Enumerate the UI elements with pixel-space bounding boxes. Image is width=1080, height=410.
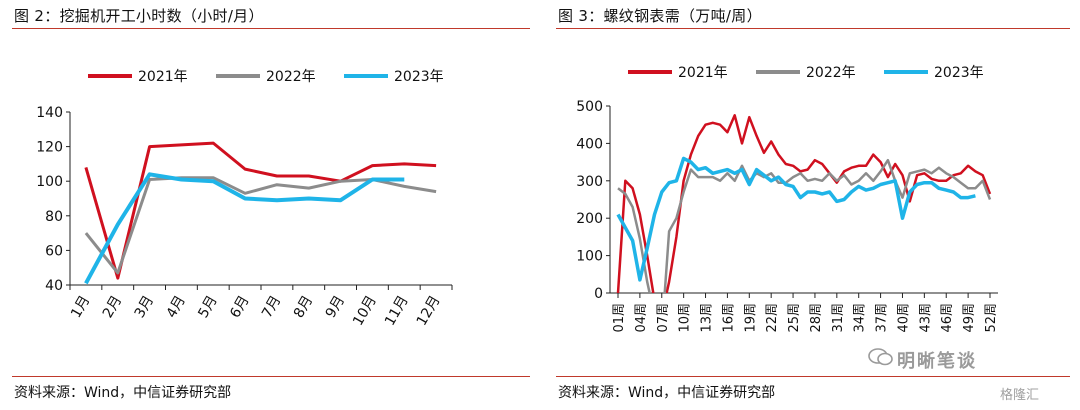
legend-label: 2023年	[394, 69, 444, 85]
x-tick-label: 46周	[940, 303, 955, 333]
legend-label: 2021年	[678, 65, 728, 81]
wechat-icon	[868, 348, 893, 366]
x-tick-label: 07周	[656, 303, 671, 333]
x-tick-label: 10月	[350, 293, 380, 329]
right-panel: 图 3：螺纹钢表需（万吨/周） 2021年 2022年 2023年 0 100 200 30…	[544, 0, 1080, 410]
x-tick-label: 9月	[323, 293, 348, 321]
x-tick-label: 10周	[678, 303, 693, 333]
series-line	[617, 158, 992, 293]
chart-title: 图 2：挖掘机开工小时数（小时/月）	[14, 7, 264, 25]
x-tick-label: 13周	[700, 303, 715, 333]
right-chart-svg: 2021年 2022年 2023年 0 100 200 300 400 500 01周 04周 07周…	[576, 65, 999, 333]
x-tick-label: 11月	[382, 293, 412, 329]
x-tick-label: 3月	[132, 293, 157, 321]
source-divider	[12, 376, 530, 377]
y-tick-label: 0	[594, 286, 603, 302]
left-panel: 图 2：挖掘机开工小时数（小时/月） 2021年 2022年 2023年 40 60 80…	[12, 7, 530, 401]
title-divider	[12, 28, 530, 29]
x-tick-label: 6月	[227, 293, 252, 321]
legend-label: 2023年	[934, 65, 984, 81]
x-tick-label: 2月	[100, 293, 125, 321]
series-group	[616, 114, 992, 293]
series-line	[616, 156, 976, 282]
y-tick-label: 400	[576, 136, 603, 152]
legend-label: 2021年	[138, 69, 188, 85]
x-tick-label: 31周	[831, 303, 846, 333]
left-chart-svg: 2021年 2022年 2023年 40 60 80 100 120 140 1月 2月 3月 4月 5月…	[36, 69, 453, 329]
series-line	[84, 141, 437, 280]
x-tick-label: 01周	[612, 303, 627, 333]
y-tick-label: 60	[45, 243, 63, 259]
x-tick-label: 40周	[896, 303, 911, 333]
y-tick-label: 200	[576, 211, 603, 227]
x-tick-label: 12月	[414, 293, 444, 329]
y-tick-label: 40	[45, 278, 63, 294]
x-tick-label: 28周	[809, 303, 824, 333]
source-divider	[556, 376, 1070, 377]
y-tick-label: 100	[576, 249, 603, 265]
x-tick-label: 37周	[875, 303, 890, 333]
y-tick-label: 120	[36, 140, 63, 156]
y-tick-label: 300	[576, 174, 603, 190]
x-tick-label: 04周	[634, 303, 649, 333]
series-line	[616, 114, 992, 293]
x-tick-label: 4月	[164, 293, 189, 321]
y-tick-label: 140	[36, 105, 63, 121]
x-tick-label: 34周	[853, 303, 868, 333]
x-tick-label: 25周	[787, 303, 802, 333]
watermark-brand: 明晰笔谈	[897, 351, 977, 372]
x-tick-label: 1月	[68, 293, 93, 321]
x-tick-label: 7月	[259, 293, 284, 321]
legend-label: 2022年	[806, 65, 856, 81]
chart-title: 图 3：螺纹钢表需（万吨/周）	[558, 7, 762, 25]
y-tick-label: 80	[45, 209, 63, 225]
x-tick-label: 52周	[984, 303, 999, 333]
x-tick-label: 5月	[195, 293, 220, 321]
x-tick-label: 19周	[743, 303, 758, 333]
legend-label: 2022年	[266, 69, 316, 85]
x-tick-label: 43周	[918, 303, 933, 333]
chart-source: 资料来源：Wind，中信证券研究部	[14, 385, 232, 401]
y-tick-label: 100	[36, 174, 63, 190]
series-line	[84, 172, 405, 285]
x-tick-label: 16周	[721, 303, 736, 333]
x-tick-label: 49周	[962, 303, 977, 333]
chart-source: 资料来源：Wind，中信证券研究部	[558, 385, 776, 401]
y-tick-label: 500	[576, 99, 603, 115]
title-divider	[556, 28, 1070, 29]
x-tick-label: 22周	[765, 303, 780, 333]
watermark-sub: 格隆汇	[1000, 388, 1040, 403]
x-tick-label: 8月	[291, 293, 316, 321]
